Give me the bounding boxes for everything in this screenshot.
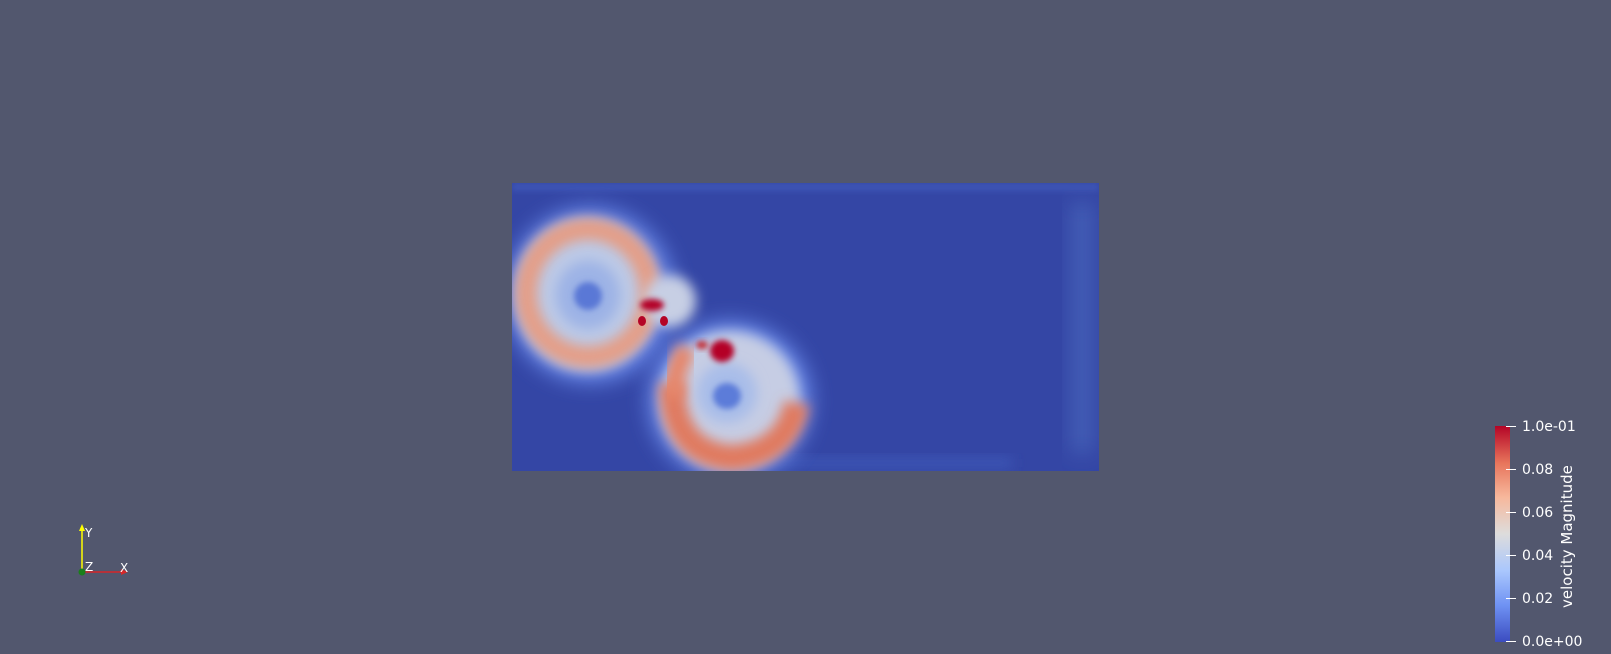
velocity-field-image <box>512 183 1099 471</box>
legend-tick-label: 0.06 <box>1522 505 1554 521</box>
color-legend[interactable]: 1.0e-01 0.08 0.06 0.04 0.02 0.0e+00 <box>1490 420 1611 654</box>
y-axis-label: Y <box>85 526 93 540</box>
axes-triad-icon <box>78 524 128 576</box>
velocity-field-plot[interactable] <box>512 183 1099 471</box>
legend-tick-mark <box>1506 512 1516 513</box>
z-axis-label: Z <box>85 560 94 574</box>
legend-tick-mark <box>1506 469 1516 470</box>
legend-tick-label: 1.0e-01 <box>1522 419 1576 435</box>
legend-title: velocity Magnitude <box>1558 465 1576 608</box>
legend-tick-label: 0.0e+00 <box>1522 634 1583 650</box>
legend-tick-mark <box>1506 555 1516 556</box>
orientation-axes: Y Z X <box>70 520 140 580</box>
x-axis-label: X <box>120 561 129 575</box>
legend-tick-mark <box>1506 598 1516 599</box>
legend-tick-mark <box>1506 641 1516 642</box>
legend-tick-mark <box>1506 426 1516 427</box>
colormap-bar <box>1495 426 1510 642</box>
legend-tick-label: 0.08 <box>1522 462 1554 478</box>
legend-tick-label: 0.04 <box>1522 548 1554 564</box>
legend-tick-label: 0.02 <box>1522 591 1554 607</box>
